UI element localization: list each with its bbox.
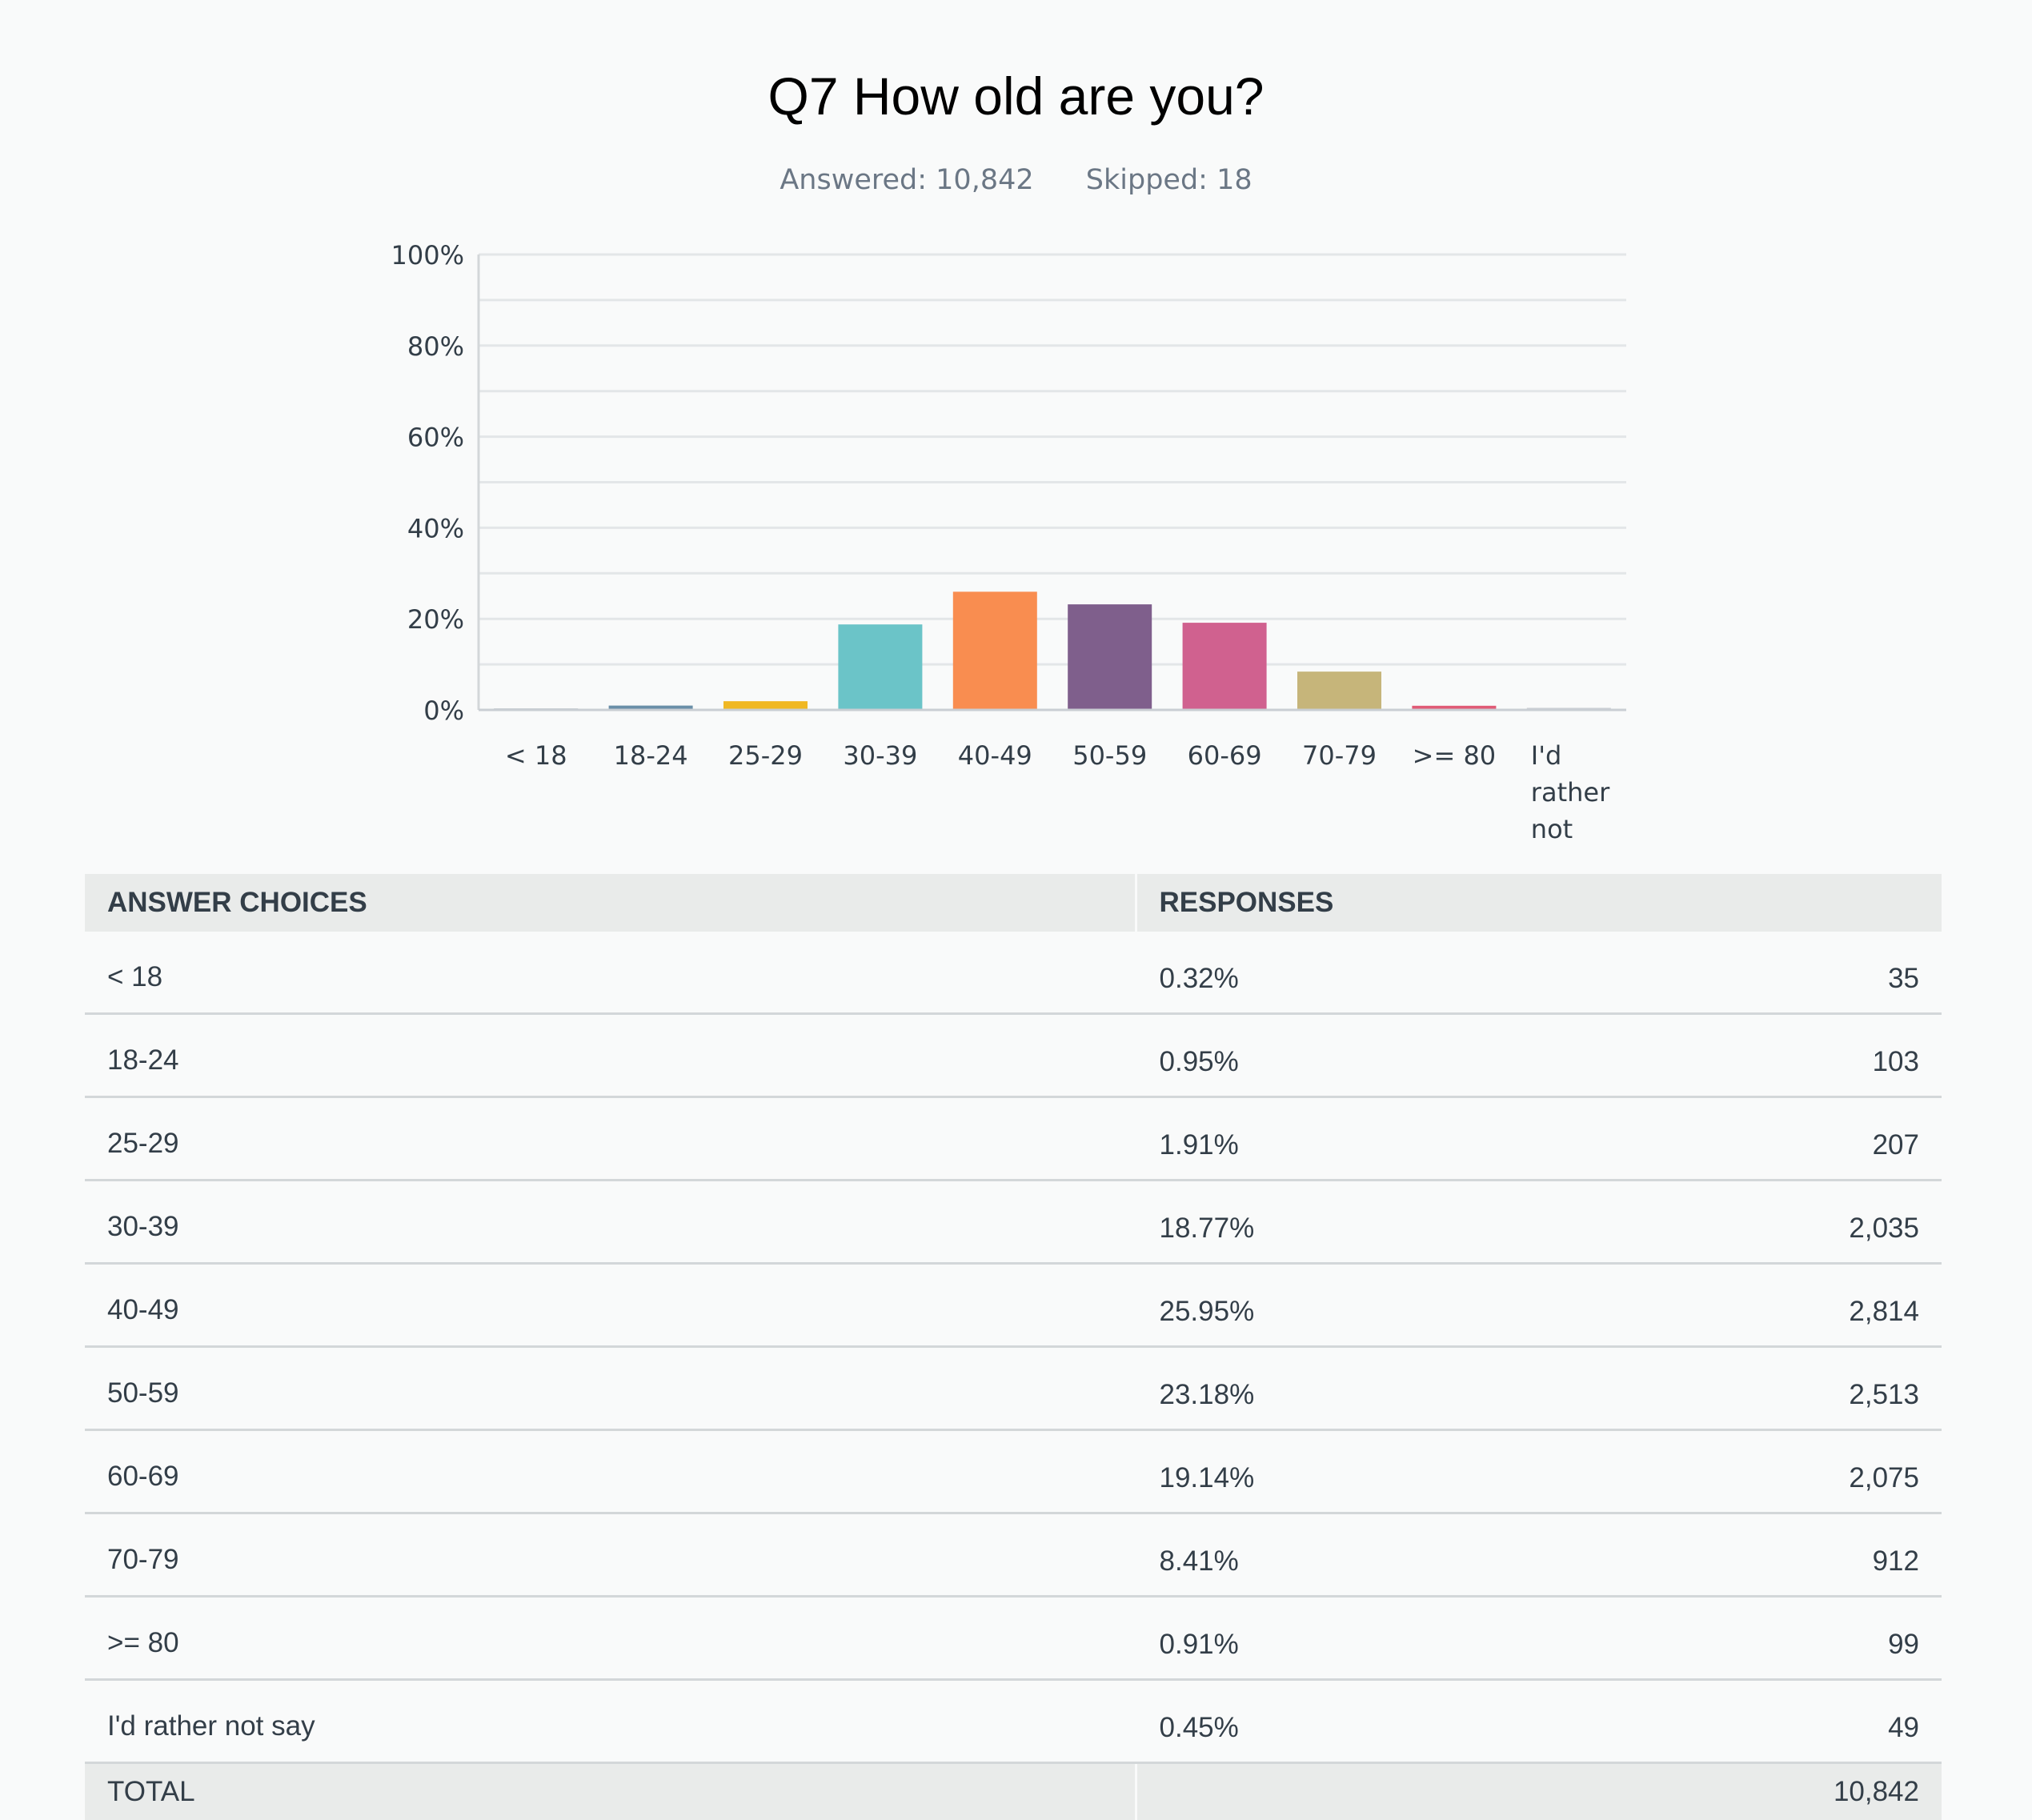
answer-choice: 70-79 [85, 1513, 1136, 1597]
response-count[interactable]: 2,513 [1849, 1379, 1919, 1411]
bar [723, 701, 808, 710]
answer-choice: >= 80 [85, 1597, 1136, 1680]
response-cell: 23.18% 2,513 [1136, 1347, 1942, 1430]
response-count[interactable]: 2,035 [1849, 1213, 1919, 1245]
response-percent: 25.95% [1160, 1296, 1255, 1328]
response-percent: 18.77% [1160, 1213, 1255, 1245]
response-percent: 0.91% [1160, 1629, 1239, 1661]
response-count[interactable]: 912 [1873, 1545, 1919, 1577]
response-count[interactable]: 49 [1888, 1712, 1919, 1744]
answer-choice: 25-29 [85, 1097, 1136, 1181]
answer-choice: I'd rather not say [85, 1680, 1136, 1763]
table-header-row: ANSWER CHOICES RESPONSES [85, 874, 1942, 932]
table-row: 60-69 19.14% 2,075 [85, 1430, 1942, 1513]
response-count[interactable]: 99 [1888, 1629, 1919, 1661]
y-tick-label: 100% [391, 240, 464, 271]
x-tick-label: 30-39 [843, 740, 917, 771]
table-row: 18-24 0.95% 103 [85, 1014, 1942, 1097]
response-count[interactable]: 2,814 [1849, 1296, 1919, 1328]
header-responses[interactable]: RESPONSES [1136, 874, 1942, 932]
answer-choice: < 18 [85, 932, 1136, 1014]
response-percent: 0.32% [1160, 963, 1239, 995]
x-tick-label: 40-49 [958, 740, 1032, 771]
response-percent: 23.18% [1160, 1379, 1255, 1411]
response-cell: 0.91% 99 [1136, 1597, 1942, 1680]
bar-chart: 0% 20% 40% 60% 80% 100% < 18 18-24 25-29 30-39 40-… [0, 0, 2032, 864]
y-tick-label: 20% [407, 604, 464, 635]
bar [838, 624, 922, 710]
responses-table: ANSWER CHOICES RESPONSES < 18 0.32% 35 1… [85, 874, 1942, 1820]
answer-choice: 18-24 [85, 1014, 1136, 1097]
table-row: < 18 0.32% 35 [85, 932, 1942, 1014]
y-tick-label: 0% [423, 696, 464, 726]
response-count[interactable]: 35 [1888, 963, 1919, 995]
response-cell: 1.91% 207 [1136, 1097, 1942, 1181]
response-percent: 8.41% [1160, 1545, 1239, 1577]
response-count[interactable]: 103 [1873, 1046, 1919, 1078]
bar [1183, 623, 1267, 710]
y-tick-label: 40% [407, 513, 464, 543]
x-tick-label: 50-59 [1072, 740, 1147, 771]
header-answer-choices[interactable]: ANSWER CHOICES [85, 874, 1136, 932]
response-cell: 0.95% 103 [1136, 1014, 1942, 1097]
answer-choice: 60-69 [85, 1430, 1136, 1513]
bar [1297, 671, 1381, 710]
response-cell: 8.41% 912 [1136, 1513, 1942, 1597]
table-row: >= 80 0.91% 99 [85, 1597, 1942, 1680]
answer-choice: 50-59 [85, 1347, 1136, 1430]
bar [1068, 604, 1152, 710]
table-row: 70-79 8.41% 912 [85, 1513, 1942, 1597]
response-cell: 19.14% 2,075 [1136, 1430, 1942, 1513]
x-tick-label: 18-24 [614, 740, 688, 771]
x-tick-label: 25-29 [728, 740, 803, 771]
response-cell: 0.45% 49 [1136, 1680, 1942, 1763]
table-row: 50-59 23.18% 2,513 [85, 1347, 1942, 1430]
table-row: I'd rather not say 0.45% 49 [85, 1680, 1942, 1763]
total-count: 10,842 [1136, 1763, 1942, 1820]
y-tick-label: 80% [407, 331, 464, 362]
response-cell: 25.95% 2,814 [1136, 1264, 1942, 1347]
x-tick-label: >= 80 [1413, 740, 1497, 771]
bar [953, 591, 1037, 710]
response-cell: 0.32% 35 [1136, 932, 1942, 1014]
response-cell: 18.77% 2,035 [1136, 1181, 1942, 1264]
x-tick-label: 70-79 [1302, 740, 1377, 771]
y-tick-label: 60% [407, 423, 464, 453]
table-row: 25-29 1.91% 207 [85, 1097, 1942, 1181]
answer-choice: 30-39 [85, 1181, 1136, 1264]
response-count[interactable]: 2,075 [1849, 1462, 1919, 1494]
x-tick-label: 60-69 [1188, 740, 1262, 771]
total-row: TOTAL 10,842 [85, 1763, 1942, 1820]
x-tick-label: < 18 [505, 740, 567, 771]
total-label: TOTAL [85, 1763, 1136, 1820]
response-count[interactable]: 207 [1873, 1129, 1919, 1161]
table-row: 30-39 18.77% 2,035 [85, 1181, 1942, 1264]
response-percent: 0.95% [1160, 1046, 1239, 1078]
table-row: 40-49 25.95% 2,814 [85, 1264, 1942, 1347]
response-percent: 0.45% [1160, 1712, 1239, 1744]
answer-choice: 40-49 [85, 1264, 1136, 1347]
response-percent: 19.14% [1160, 1462, 1255, 1494]
response-percent: 1.91% [1160, 1129, 1239, 1161]
